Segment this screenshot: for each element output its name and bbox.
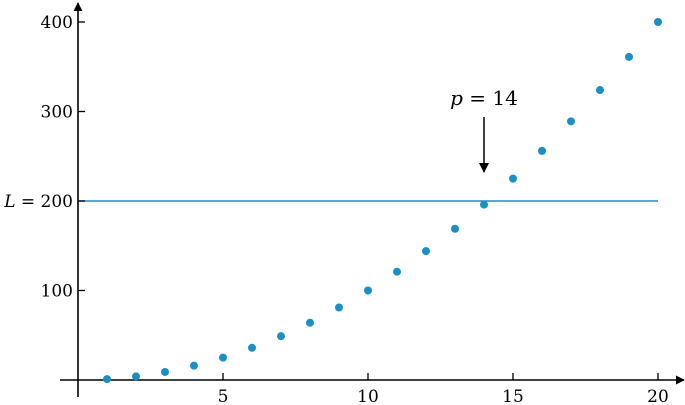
data-point: [335, 303, 343, 312]
data-point: [103, 375, 111, 384]
x-tick-label: 15: [502, 387, 524, 405]
data-point: [219, 353, 227, 362]
y-tick-label: 300: [41, 103, 73, 123]
data-point: [393, 267, 401, 276]
x-tick-label: 20: [647, 387, 669, 405]
axes: [60, 2, 685, 397]
data-point: [451, 224, 459, 233]
x-tick-label: 10: [357, 387, 379, 405]
data-point: [422, 247, 430, 256]
data-point: [190, 361, 198, 370]
data-point: [567, 117, 575, 126]
data-point: [132, 372, 140, 381]
x-tick-label: 5: [218, 387, 229, 405]
data-point: [161, 367, 169, 376]
reference-line-label: L = 200: [3, 192, 73, 212]
annotation-label: p = 14: [450, 86, 518, 110]
ticks: 5 10 15 20 100 300 400: [41, 13, 669, 405]
data-point: [654, 18, 662, 26]
data-point: [596, 86, 604, 95]
data-points: [103, 18, 662, 384]
data-point: [480, 200, 488, 209]
data-point: [277, 332, 285, 341]
y-tick-label: 100: [41, 282, 73, 302]
data-point: [364, 286, 372, 295]
data-point: [509, 174, 517, 183]
reference-line-group: L = 200: [3, 192, 658, 212]
data-point: [625, 52, 633, 61]
data-point: [248, 343, 256, 352]
annotation-group: p = 14: [450, 86, 518, 173]
y-tick-label: 400: [41, 13, 73, 33]
data-point: [306, 318, 314, 327]
data-point: [538, 146, 546, 155]
